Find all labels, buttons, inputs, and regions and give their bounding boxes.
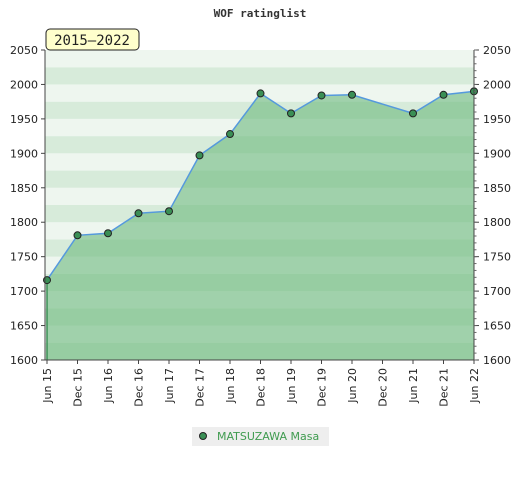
chart-title: WOF ratinglist (214, 7, 307, 20)
data-point (256, 89, 265, 98)
data-points (43, 87, 478, 285)
rating-line (46, 90, 475, 360)
x-tick-label: Dec 17 (194, 368, 207, 407)
y-tick-label-left: 1850 (10, 182, 38, 195)
data-point (104, 229, 112, 238)
data-point (195, 151, 204, 160)
x-tick-label: Dec 16 (133, 368, 146, 407)
rating-line-path (46, 90, 475, 281)
x-tick-label: Jun 19 (285, 368, 298, 404)
data-point (409, 109, 417, 118)
y-tick-label-right: 2000 (483, 78, 511, 91)
x-tick-label: Jun 17 (163, 368, 176, 404)
data-point (134, 209, 143, 218)
data-point (165, 207, 173, 216)
y-tick-label-left: 1650 (10, 320, 38, 333)
grid-band (45, 50, 474, 68)
data-point (317, 91, 326, 100)
y-tick-label-right: 1800 (483, 216, 511, 229)
minor-ticks-right (474, 49, 477, 361)
x-ticks: Jun 15 Dec 15 Jun 16 Dec 16 Jun 17 Dec 17 Jun … (41, 360, 481, 407)
y-tick-label-left: 1950 (10, 113, 38, 126)
data-point (73, 231, 82, 240)
y-tick-label-right: 1600 (483, 354, 511, 367)
y-ticks-left: 1600 1650 1700 1750 1800 1850 1900 1950 2000 2050 (10, 44, 45, 367)
y-tick-label-right: 1650 (483, 320, 511, 333)
legend: MATSUZAWA Masa (192, 427, 329, 446)
x-tick-label: Jun 21 (407, 368, 420, 404)
y-tick-label-right: 2050 (483, 44, 511, 57)
data-point (439, 90, 448, 99)
rating-area-fill (47, 91, 474, 360)
y-tick-label-left: 1750 (10, 251, 38, 264)
period-badge: 2015–2022 (45, 28, 140, 51)
data-point (348, 90, 356, 99)
x-tick-label: Jun 20 (346, 368, 359, 404)
y-tick-label-right: 1850 (483, 182, 511, 195)
y-tick-label-left: 2000 (10, 78, 38, 91)
y-tick-label-left: 2050 (10, 44, 38, 57)
y-tick-label-right: 1900 (483, 147, 511, 160)
y-tick-label-left: 1700 (10, 285, 38, 298)
x-tick-label: Dec 21 (438, 368, 451, 407)
x-tick-label: Jun 18 (224, 368, 237, 404)
y-tick-label-left: 1900 (10, 147, 38, 160)
data-point (226, 130, 234, 139)
data-point (287, 109, 295, 118)
grid-band (45, 67, 474, 85)
y-tick-label-left: 1800 (10, 216, 38, 229)
x-tick-label: Dec 20 (377, 368, 390, 407)
x-tick-label: Jun 16 (102, 368, 115, 404)
y-tick-label-left: 1600 (10, 354, 38, 367)
legend-box (192, 427, 329, 446)
period-label: 2015–2022 (54, 33, 130, 49)
y-tick-label-right: 1750 (483, 251, 511, 264)
legend-marker (199, 432, 207, 440)
y-tick-label-right: 1950 (483, 113, 511, 126)
rating-area (47, 91, 474, 360)
x-tick-label: Jun 15 (41, 368, 54, 404)
y-tick-label-right: 1700 (483, 285, 511, 298)
x-tick-label: Dec 15 (72, 368, 85, 407)
x-tick-label: Dec 18 (255, 368, 268, 407)
y-ticks-right: 1600 1650 1700 1750 1800 1850 1900 1950 2000 2050 (474, 44, 511, 367)
x-tick-label: Dec 19 (316, 368, 329, 407)
x-tick-label: Jun 22 (468, 368, 481, 404)
legend-series-name: MATSUZAWA Masa (217, 430, 319, 443)
